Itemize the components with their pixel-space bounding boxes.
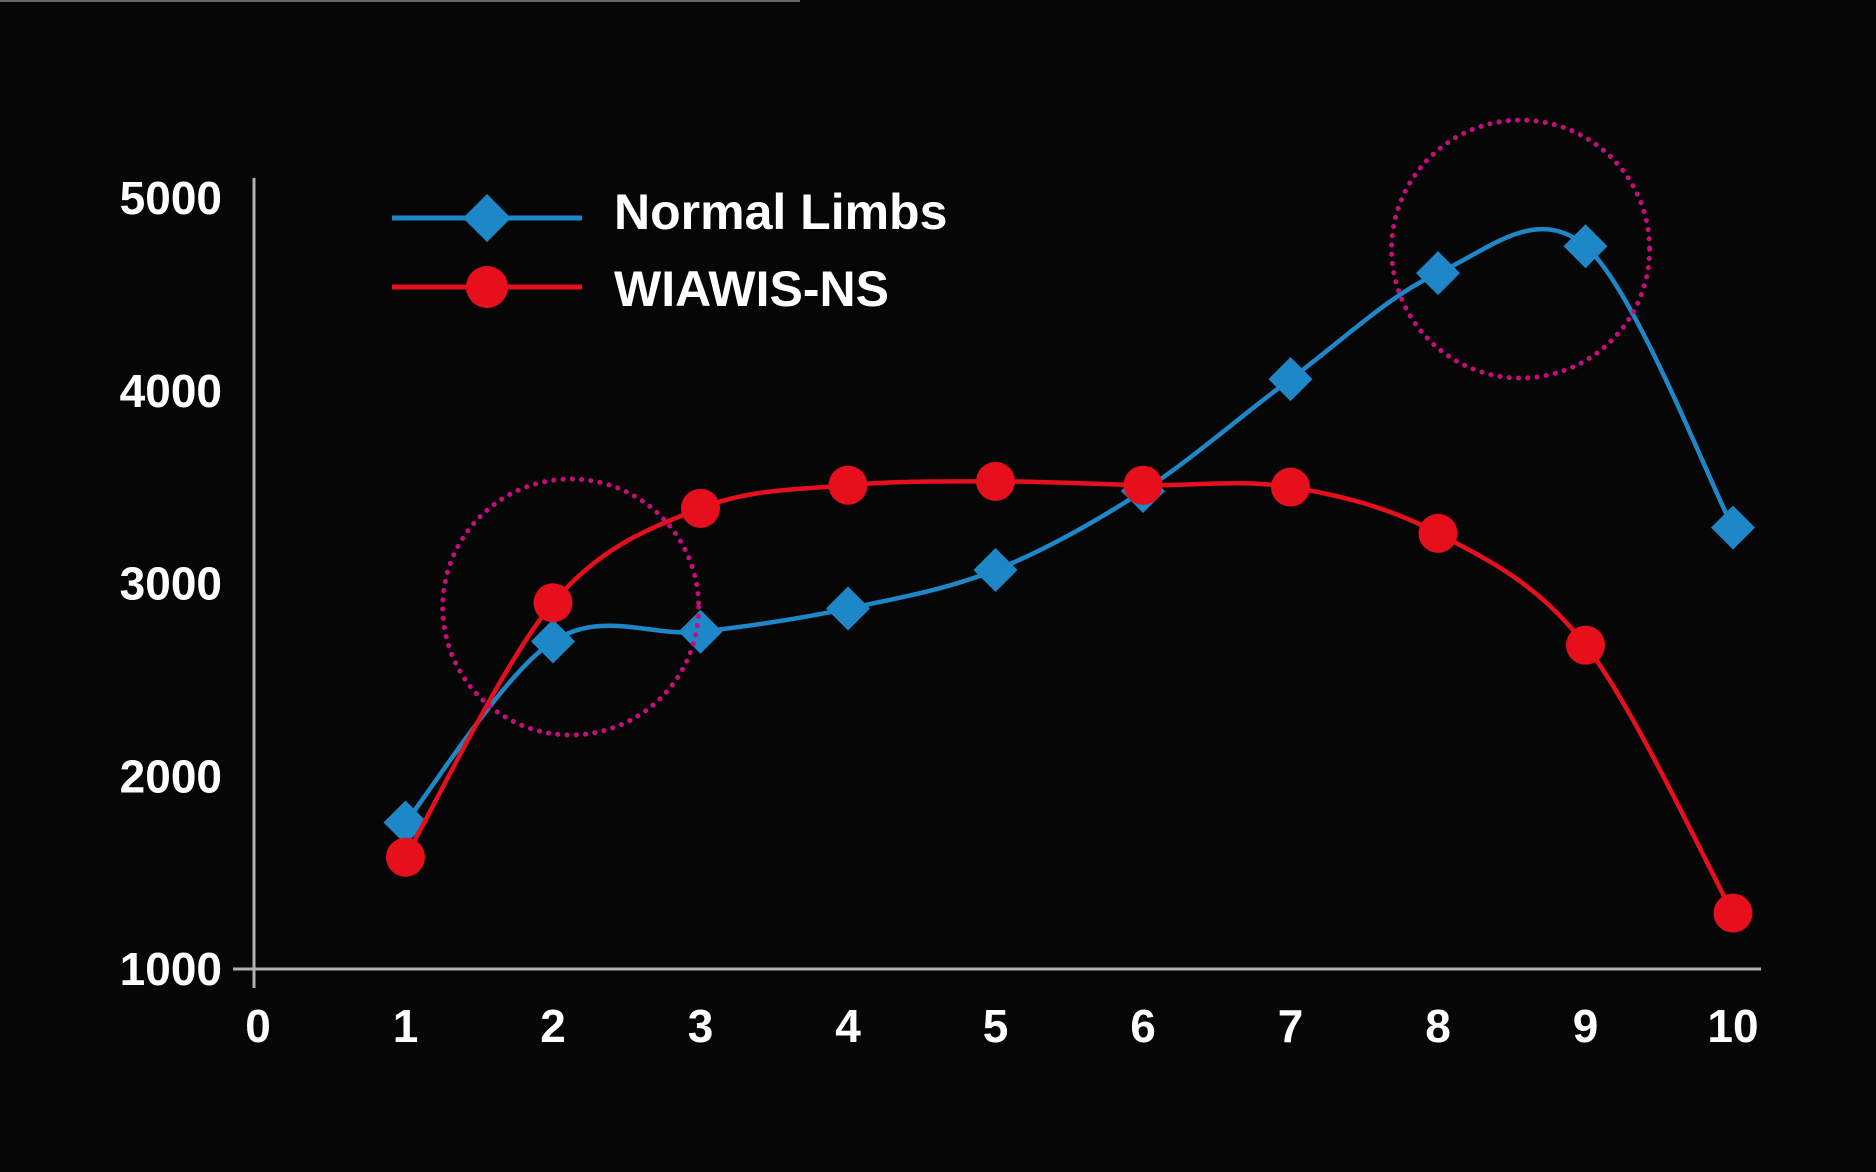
normal-limbs-marker — [678, 609, 723, 654]
x-axis-tick-label: 8 — [1425, 1000, 1451, 1052]
wiawis-ns-legend-label: WIAWIS-NS — [614, 261, 889, 317]
x-axis-tick-label: 10 — [1707, 1000, 1758, 1052]
x-axis-tick-label: 7 — [1278, 1000, 1304, 1052]
x-axis-tick-label: 2 — [540, 1000, 566, 1052]
x-axis-tick-label: 5 — [983, 1000, 1009, 1052]
highlight-circle-1 — [440, 476, 702, 738]
normal-limbs-legend-label: Normal Limbs — [614, 184, 947, 240]
normal-limbs-legend-marker — [463, 194, 511, 242]
wiawis-ns-line — [403, 479, 1736, 916]
highlight-circle-2 — [1389, 117, 1653, 381]
y-axis-tick-label: 2000 — [120, 750, 222, 802]
x-axis-tick-label: 9 — [1573, 1000, 1599, 1052]
wiawis-ns-marker — [1566, 625, 1605, 665]
normal-limbs-marker — [1416, 251, 1460, 296]
wiawis-ns-marker — [1713, 893, 1753, 933]
y-axis-tick-label: 1000 — [120, 943, 222, 995]
y-axis-tick-label: 3000 — [120, 558, 222, 610]
x-axis-tick-label: 3 — [688, 1000, 714, 1052]
x-axis-tick-label: 6 — [1130, 1000, 1156, 1052]
x-axis-tick-label: 0 — [245, 1000, 271, 1052]
normal-limbs-marker — [1711, 505, 1755, 550]
top-edge-artifact — [0, 0, 800, 2]
y-axis-tick-label: 5000 — [120, 172, 222, 224]
wiawis-ns-marker — [386, 837, 425, 877]
normal-limbs-marker — [531, 619, 575, 664]
wiawis-ns-marker — [828, 465, 868, 505]
y-axis-tick-label: 4000 — [120, 365, 222, 417]
wiawis-ns-marker — [1123, 465, 1163, 505]
normal-limbs-marker — [973, 548, 1018, 593]
x-axis-tick-label: 4 — [835, 1000, 861, 1052]
wiawis-ns-legend-marker — [466, 266, 508, 308]
normal-limbs-marker — [826, 586, 870, 631]
wiawis-ns-marker — [976, 461, 1015, 501]
x-axis-tick-label: 1 — [393, 1000, 419, 1052]
normal-limbs-line — [403, 226, 1736, 825]
wiawis-ns-marker — [1271, 467, 1310, 507]
wiawis-ns-marker — [533, 583, 573, 623]
normal-limbs-marker — [1563, 224, 1608, 269]
normal-limbs-marker — [1268, 357, 1313, 402]
wiawis-ns-marker — [681, 488, 720, 528]
wiawis-ns-marker — [1418, 513, 1458, 553]
